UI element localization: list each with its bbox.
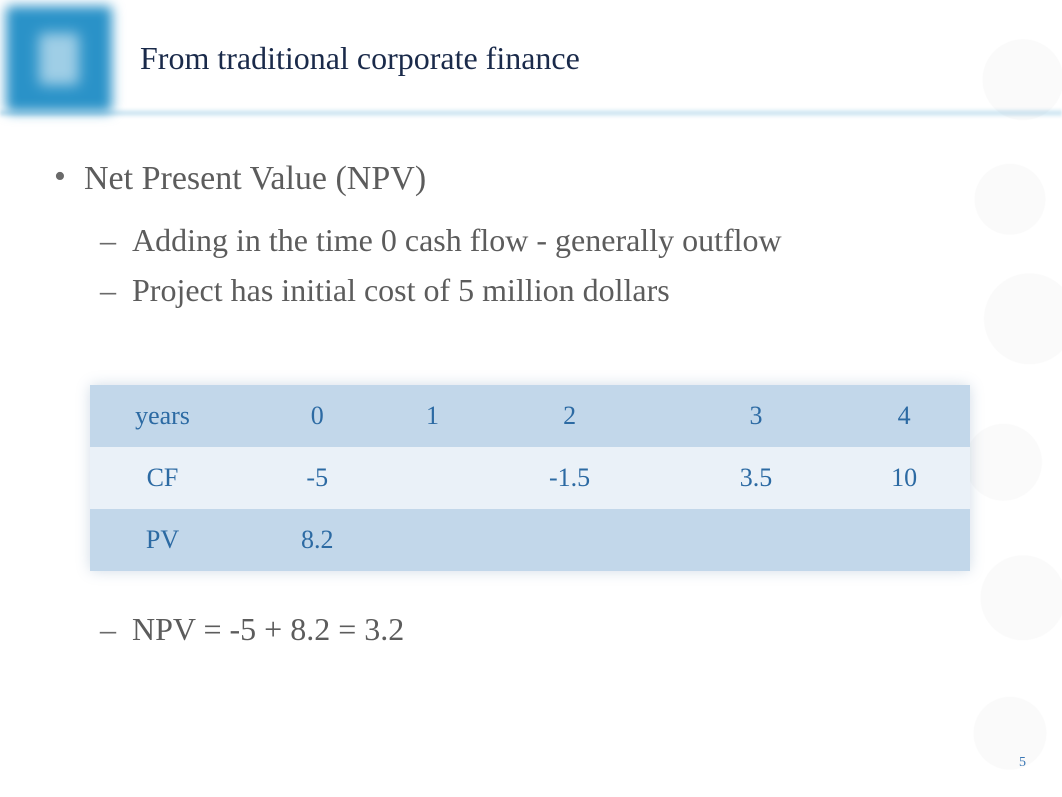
table: years 0 1 2 3 4 CF -5 -1.5 3.5 10 PV 8.2 <box>90 385 970 571</box>
table-cell: -1.5 <box>465 447 673 509</box>
logo-badge <box>6 6 112 112</box>
row-label: years <box>90 385 235 447</box>
table-cell <box>400 509 466 571</box>
table-cell: 1 <box>400 385 466 447</box>
table-cell: 8.2 <box>235 509 400 571</box>
table-cell: 4 <box>838 385 970 447</box>
bullet-level2: Adding in the time 0 cash flow - general… <box>50 216 1022 266</box>
table-cell <box>400 447 466 509</box>
table-cell <box>838 509 970 571</box>
bullet-level1: Net Present Value (NPV) <box>50 160 1022 198</box>
table-cell: 0 <box>235 385 400 447</box>
slide-title: From traditional corporate finance <box>140 40 580 77</box>
npv-table: years 0 1 2 3 4 CF -5 -1.5 3.5 10 PV 8.2 <box>90 385 970 571</box>
header-divider <box>0 108 1062 118</box>
table-row: years 0 1 2 3 4 <box>90 385 970 447</box>
bullet-level2: Project has initial cost of 5 million do… <box>50 266 1022 316</box>
table-cell <box>674 509 839 571</box>
slide-content: Net Present Value (NPV) Adding in the ti… <box>50 160 1022 648</box>
row-label: CF <box>90 447 235 509</box>
table-cell: -5 <box>235 447 400 509</box>
npv-equation: NPV = -5 + 8.2 = 3.2 <box>50 611 1022 648</box>
table-cell: 3.5 <box>674 447 839 509</box>
table-cell: 10 <box>838 447 970 509</box>
row-label: PV <box>90 509 235 571</box>
page-number: 5 <box>1019 755 1026 771</box>
table-row: CF -5 -1.5 3.5 10 <box>90 447 970 509</box>
logo-icon <box>39 33 79 85</box>
table-cell <box>465 509 673 571</box>
slide-header: From traditional corporate finance <box>0 0 1062 120</box>
table-row: PV 8.2 <box>90 509 970 571</box>
table-cell: 2 <box>465 385 673 447</box>
table-cell: 3 <box>674 385 839 447</box>
